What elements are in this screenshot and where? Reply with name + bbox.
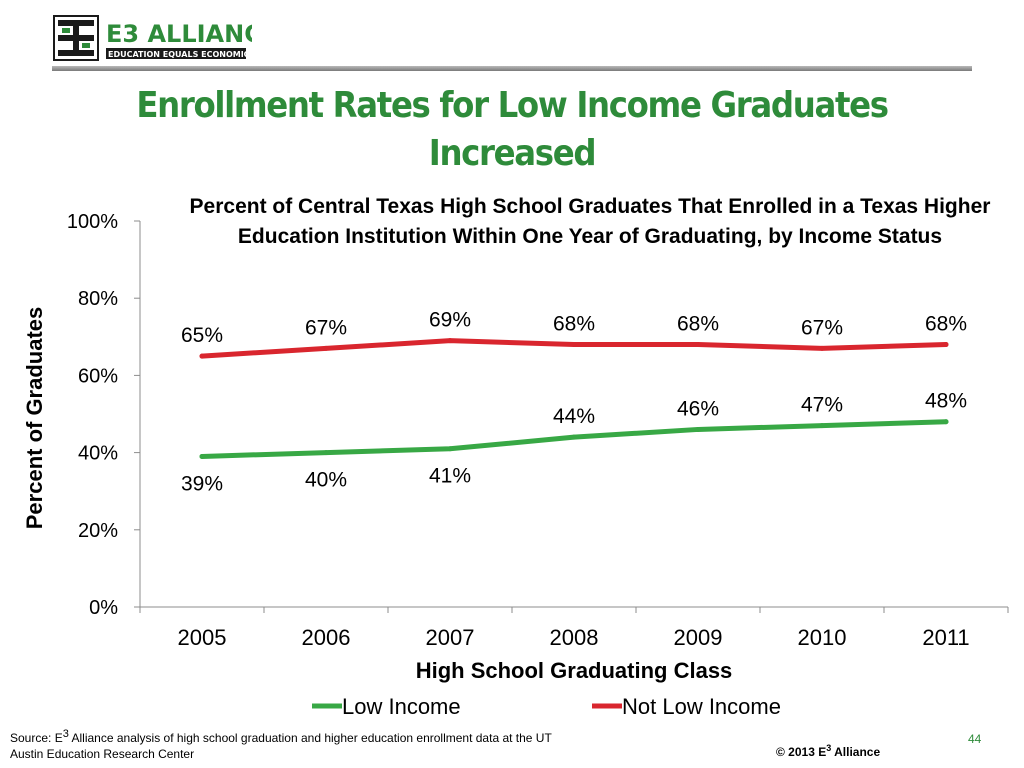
source-text: Alliance analysis of high school graduat… xyxy=(10,731,552,761)
y-tick-label: 80% xyxy=(78,288,118,310)
copyright-superscript: 3 xyxy=(826,743,832,753)
data-point xyxy=(943,419,949,425)
x-tick-label: 2009 xyxy=(674,625,723,650)
data-label: 48% xyxy=(925,390,967,413)
x-tick-label: 2011 xyxy=(922,625,969,650)
data-point xyxy=(323,345,329,351)
data-point xyxy=(323,450,329,456)
chart-title: Percent of Central Texas High School Gra… xyxy=(189,195,991,248)
legend-label: Low Income xyxy=(342,694,461,719)
y-tick-label: 20% xyxy=(78,520,118,542)
data-label: 41% xyxy=(429,465,471,488)
data-point xyxy=(199,453,205,459)
logo-wordmark: E3 ALLIANCE xyxy=(106,20,252,48)
data-point xyxy=(819,423,825,429)
data-label: 69% xyxy=(429,309,471,332)
data-point xyxy=(571,342,577,348)
data-label: 44% xyxy=(553,405,595,428)
x-tick-label: 2006 xyxy=(302,625,351,650)
data-point xyxy=(199,353,205,359)
x-tick-label: 2010 xyxy=(798,625,847,650)
y-axis-title: Percent of Graduates xyxy=(22,307,47,530)
data-label: 65% xyxy=(181,324,223,347)
slide-title: Enrollment Rates for Low Income Graduate… xyxy=(136,85,889,174)
data-label: 68% xyxy=(677,313,719,336)
header-divider xyxy=(52,66,972,71)
logo-mark: E3 ALLIANCE EDUCATION EQUALS ECONOMICS xyxy=(53,15,278,61)
copyright-suffix: Alliance xyxy=(831,745,881,759)
copyright-prefix: © 2013 E xyxy=(776,745,827,759)
x-tick-label: 2007 xyxy=(426,625,475,650)
x-tick-label: 2008 xyxy=(550,625,599,650)
data-point xyxy=(695,342,701,348)
data-label: 68% xyxy=(925,313,967,336)
data-label: 39% xyxy=(181,472,223,495)
data-point xyxy=(447,338,453,344)
y-tick-label: 60% xyxy=(78,365,118,387)
page-number: 44 xyxy=(968,732,982,746)
y-tick-label: 0% xyxy=(89,597,118,619)
copyright: © 2013 E3 Alliance xyxy=(776,743,881,760)
e3-alliance-logo: E3 ALLIANCE EDUCATION EQUALS ECONOMICS xyxy=(52,14,278,66)
data-point xyxy=(695,426,701,432)
x-axis-title: High School Graduating Class xyxy=(416,658,733,683)
x-tick-label: 2005 xyxy=(178,625,227,650)
source-superscript: 3 xyxy=(62,728,69,740)
logo-tagline: EDUCATION EQUALS ECONOMICS xyxy=(108,50,252,59)
data-point xyxy=(571,434,577,440)
data-label: 68% xyxy=(553,313,595,336)
data-point xyxy=(447,446,453,452)
data-point xyxy=(943,342,949,348)
y-tick-label: 100% xyxy=(67,211,118,233)
data-label: 67% xyxy=(801,316,843,339)
data-point xyxy=(819,345,825,351)
data-label: 67% xyxy=(305,316,347,339)
data-label: 47% xyxy=(801,394,843,417)
legend-label: Not Low Income xyxy=(622,694,781,719)
data-label: 40% xyxy=(305,469,347,492)
source-prefix: Source: E xyxy=(10,731,63,745)
source-note: Source: E3 Alliance analysis of high sch… xyxy=(10,728,570,762)
data-label: 46% xyxy=(677,397,719,420)
y-tick-label: 40% xyxy=(78,443,118,465)
